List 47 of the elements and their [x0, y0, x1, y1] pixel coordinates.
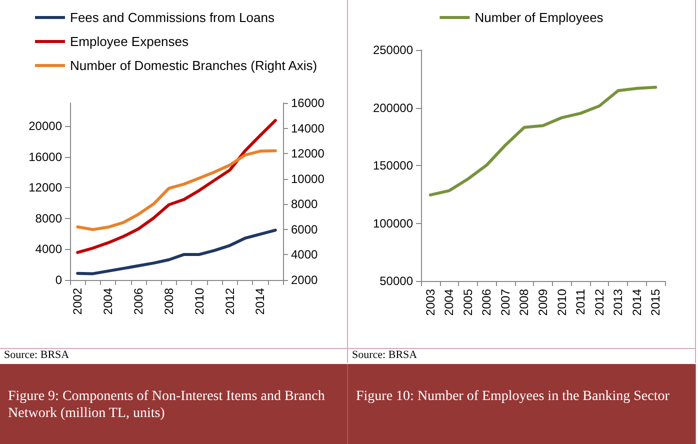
x-tick-label: 2006	[480, 288, 494, 316]
source-note: Source: BRSA	[0, 349, 348, 363]
x-tick-label: 2002	[70, 288, 85, 315]
x-tick-label: 2010	[554, 288, 569, 316]
x-tick-label: 2012	[222, 288, 237, 315]
y2-tick-label: 4000	[291, 248, 318, 262]
x-tick-label: 2014	[630, 288, 644, 316]
x-tick-label: 2008	[162, 288, 176, 315]
x-tick-label: 2015	[648, 288, 663, 316]
x-tick-label: 2014	[253, 288, 268, 315]
y-tick-label: 250000	[372, 43, 414, 57]
y2-tick-label: 8000	[291, 197, 318, 212]
y-tick-label: 20000	[28, 119, 62, 134]
legend-label: Number of Employees	[474, 10, 604, 25]
x-tick-label: 2006	[131, 288, 146, 315]
y-tick-label: 16000	[28, 150, 62, 164]
x-tick-label: 2010	[192, 288, 206, 315]
y2-tick-label: 2000	[291, 273, 318, 287]
text: Figure 10: Number of Employees in the Banking Sector	[348, 364, 696, 444]
y2-tick-label: 16000	[291, 96, 325, 110]
text: Figure 9: Components of Non-Interest Items and Branch Network (million TL, units)	[0, 364, 348, 444]
legend-label: Number of Domestic Branches (Right Axis)	[70, 58, 318, 73]
x-tick-label: 2013	[611, 288, 626, 316]
y2-tick-label: 12000	[291, 146, 325, 161]
x-tick-label: 2004	[101, 288, 116, 315]
y-tick-label: 8000	[35, 211, 62, 226]
y-tick-label: 200000	[372, 100, 414, 115]
y-tick-label: 4000	[35, 242, 62, 256]
legend-label: Employee Expenses	[70, 34, 190, 49]
y2-tick-label: 14000	[291, 121, 325, 136]
x-tick-label: 2012	[592, 288, 606, 316]
x-tick-label: 2005	[460, 288, 475, 316]
x-tick-label: 2007	[498, 288, 512, 316]
legend-label: Fees and Commissions from Loans	[70, 10, 275, 25]
y2-tick-label: 6000	[291, 222, 318, 236]
y-tick-label: 100000	[372, 216, 414, 230]
source-note: Source: BRSA	[348, 349, 696, 363]
y-tick-label: 150000	[372, 158, 414, 172]
x-tick-label: 2008	[517, 288, 532, 316]
x-tick-label: 2003	[423, 288, 438, 316]
y2-tick-label: 10000	[291, 172, 325, 186]
y-tick-label: 12000	[28, 180, 62, 195]
x-tick-label: 2004	[442, 288, 456, 316]
y-tick-label: 50000	[380, 274, 414, 288]
y-tick-label: 0	[55, 273, 62, 287]
x-tick-label: 2009	[536, 288, 550, 316]
x-tick-label: 2011	[574, 288, 588, 315]
